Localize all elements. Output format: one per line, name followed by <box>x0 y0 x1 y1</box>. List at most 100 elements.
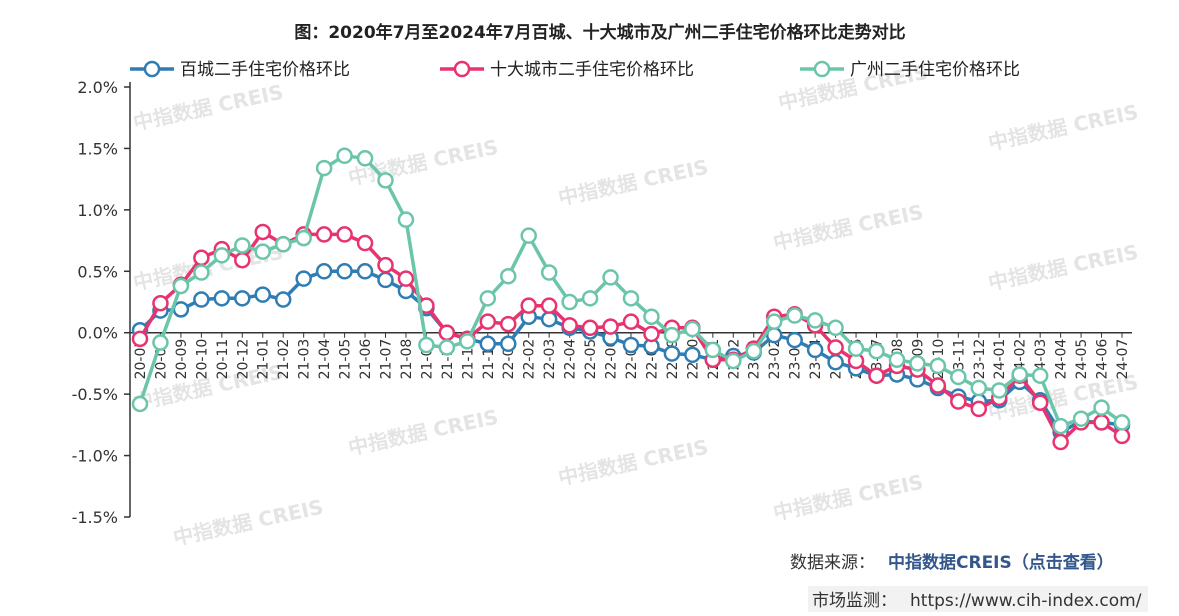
data-point <box>786 307 803 324</box>
x-tick-label: 24-01 <box>992 339 1008 380</box>
url-background <box>808 586 1148 612</box>
data-point <box>315 159 333 177</box>
watermark-text: 中指数据 CREIS <box>171 495 325 550</box>
watermark-text: 中指数据 CREIS <box>131 80 285 135</box>
data-point <box>356 150 374 167</box>
data-point <box>929 377 947 394</box>
data-point <box>418 336 435 354</box>
data-point <box>745 342 762 360</box>
data-point <box>274 291 292 308</box>
data-point <box>725 352 742 370</box>
legend-label: 百城二手住宅价格环比 <box>180 60 350 80</box>
data-point <box>295 270 312 287</box>
data-point <box>827 353 844 371</box>
data-point <box>479 290 497 307</box>
x-tick-label: 22-04 <box>563 339 579 380</box>
watermark-text: 中指数据 CREIS <box>771 470 925 525</box>
data-point <box>540 310 558 328</box>
watermark-text: 中指数据 CREIS <box>556 435 710 490</box>
monitor-url-link[interactable]: https://www.cih-index.com/ <box>910 591 1142 611</box>
series-layer <box>131 147 1131 451</box>
data-point <box>1031 394 1049 411</box>
x-tick-label: 24-04 <box>1054 339 1070 380</box>
data-point <box>438 339 456 356</box>
data-point <box>234 251 251 269</box>
x-tick-label: 20-11 <box>215 339 231 380</box>
x-tick-label: 21-01 <box>256 339 272 380</box>
x-tick-label: 21-05 <box>338 339 354 380</box>
data-point <box>131 395 149 413</box>
x-tick-label: 24-06 <box>1095 339 1111 380</box>
data-point <box>1113 427 1131 445</box>
data-point <box>397 211 415 228</box>
data-point <box>254 286 271 303</box>
x-tick-label: 21-04 <box>317 339 333 380</box>
source-link[interactable]: 中指数据CREIS（点击查看） <box>888 552 1114 573</box>
data-point <box>295 229 312 247</box>
data-point <box>274 236 292 253</box>
data-point <box>234 290 251 307</box>
data-point <box>806 312 824 329</box>
data-point <box>602 318 619 335</box>
data-point <box>663 326 681 344</box>
legend: 百城二手住宅价格环比 十大城市二手住宅价格环比 广州二手住宅价格环比 <box>130 60 1020 80</box>
data-point <box>806 341 824 359</box>
data-point <box>500 267 517 285</box>
data-point <box>500 335 517 353</box>
data-point <box>336 263 353 280</box>
data-point <box>356 263 374 280</box>
data-point <box>315 263 333 280</box>
data-point <box>336 147 353 165</box>
data-point <box>622 313 640 330</box>
data-point <box>622 290 640 307</box>
watermark-text: 中指数据 CREIS <box>556 155 710 210</box>
data-point <box>254 223 271 241</box>
data-point <box>970 400 988 418</box>
x-tick-label: 22-02 <box>522 339 538 380</box>
watermark-text: 中指数据 CREIS <box>986 240 1140 295</box>
x-tick-label: 20-12 <box>235 339 251 380</box>
data-point <box>1011 366 1028 383</box>
data-point <box>684 320 701 338</box>
x-tick-label: 23-12 <box>972 339 988 380</box>
data-point <box>377 172 394 189</box>
y-tick-label: 1.0% <box>77 201 118 220</box>
data-point <box>847 340 865 357</box>
data-point <box>459 333 476 350</box>
data-point <box>377 256 394 274</box>
data-point <box>152 294 169 312</box>
legend-label: 十大城市二手住宅价格环比 <box>490 60 694 80</box>
y-tick-label: 0.5% <box>77 262 118 281</box>
data-point <box>765 313 783 330</box>
legend-swatch-marker <box>143 60 161 78</box>
data-point <box>131 330 149 348</box>
data-point <box>704 341 722 359</box>
data-point <box>336 226 353 243</box>
x-tick-label: 20-09 <box>174 339 190 380</box>
data-point <box>868 342 885 360</box>
watermark-text: 中指数据 CREIS <box>771 200 925 255</box>
legend-swatch-marker <box>453 60 471 78</box>
data-point <box>1093 399 1110 416</box>
data-point <box>479 335 497 353</box>
x-tick-label: 21-03 <box>297 339 313 380</box>
chart-title: 图：2020年7月至2024年7月百城、十大城市及广州二手住宅价格环比走势对比 <box>294 22 905 43</box>
x-tick-label: 23-03 <box>788 339 804 380</box>
data-point <box>643 308 660 325</box>
y-tick-label: -1.0% <box>72 447 118 466</box>
monitor-label: 市场监测： <box>812 591 897 611</box>
data-point <box>234 237 251 254</box>
data-point <box>561 317 578 334</box>
data-point <box>663 345 681 362</box>
data-point <box>152 334 169 351</box>
data-point <box>254 243 271 260</box>
data-point <box>602 269 619 286</box>
x-tick-label: 22-03 <box>542 339 558 380</box>
data-point <box>540 264 558 281</box>
data-point <box>193 264 210 281</box>
data-point <box>397 270 415 287</box>
x-tick-label: 24-05 <box>1074 339 1090 380</box>
data-point <box>622 336 640 354</box>
legend-label: 广州二手住宅价格环比 <box>850 60 1020 80</box>
data-point <box>888 351 906 368</box>
